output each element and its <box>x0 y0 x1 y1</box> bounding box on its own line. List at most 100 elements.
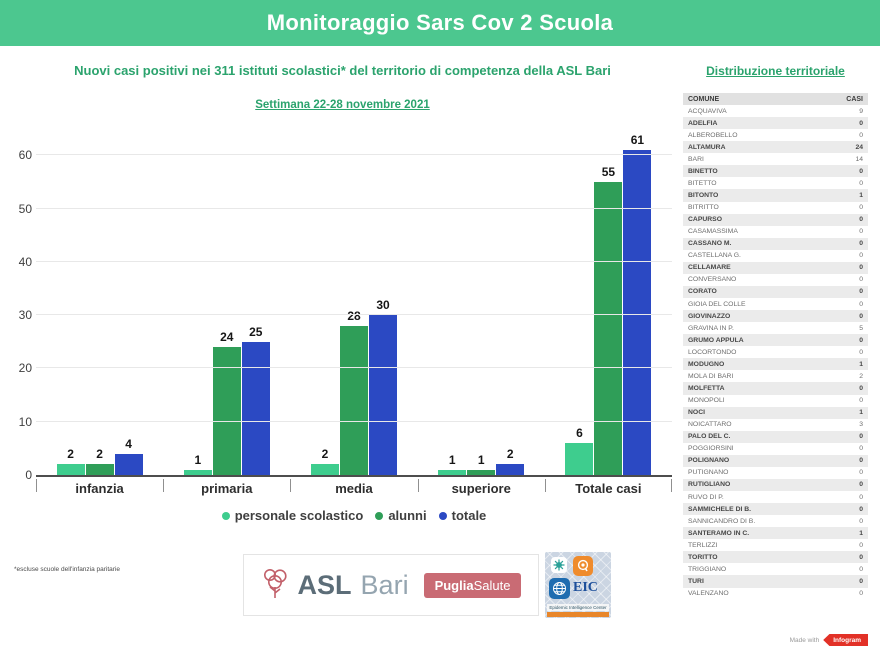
table-row-cassano-m-: CASSANO M. 0 <box>683 237 868 250</box>
table-cell-casi: 0 <box>859 577 863 585</box>
x-axis-tick <box>290 479 292 492</box>
bar-value-label: 55 <box>601 164 616 179</box>
x-axis-tick <box>417 479 419 492</box>
table-row-terlizzi: TERLIZZI 0 <box>683 539 868 552</box>
bar-chart-plot: 2 2 4 1 24 25 2 28 30 1 1 2 6 55 61 0 10 20 30 40 50 60 <box>19 133 672 482</box>
table-cell-comune: BINETTO <box>688 167 718 175</box>
territorial-distribution-link[interactable]: Distribuzione territoriale <box>706 64 845 78</box>
bar-totale-infanzia[interactable]: 4 <box>114 437 143 475</box>
table-cell-casi: 0 <box>859 179 863 187</box>
legend-item-totale[interactable]: totale <box>438 508 487 523</box>
table-cell-comune: GIOVINAZZO <box>688 312 731 320</box>
bar-value-label: 2 <box>506 447 514 462</box>
table-cell-casi: 0 <box>859 384 863 392</box>
bar-value-label: 2 <box>96 447 103 462</box>
table-row-sammichele-di-b-: SAMMICHELE DI B. 0 <box>683 503 868 516</box>
eic-caption: Epidemic Intelligence Center <box>547 604 609 611</box>
table-cell-comune: BITONTO <box>688 191 719 199</box>
bar-value-label: 6 <box>576 426 583 441</box>
bar-personale-scolastico-superiore[interactable]: 1 <box>438 453 467 475</box>
table-cell-comune: ALBEROBELLO <box>688 131 738 139</box>
bar-value-label: 1 <box>194 452 202 467</box>
bar-alunni-infanzia[interactable]: 2 <box>85 447 114 475</box>
x-axis-tick <box>36 479 37 492</box>
table-cell-casi: 9 <box>859 107 863 115</box>
table-row-ruvo-di-p-: RUVO DI P. 0 <box>683 491 868 504</box>
bar-personale-scolastico-totale-casi[interactable]: 6 <box>565 426 594 475</box>
table-row-bitritto: BITRITTO 0 <box>683 201 868 214</box>
table-cell-casi: 0 <box>859 517 863 525</box>
table-cell-comune: SANNICANDRO DI B. <box>688 517 756 525</box>
category-label-media: media <box>335 481 373 496</box>
x-axis: infanzia primaria media superiore Totale cas… <box>36 479 672 503</box>
table-row-mola-di-bari: MOLA DI BARI 2 <box>683 370 868 383</box>
table-cell-comune: CONVERSANO <box>688 276 737 284</box>
bar-alunni-media[interactable]: 28 <box>340 309 368 475</box>
gridline-50 <box>36 207 672 209</box>
bar-totale-superiore[interactable]: 2 <box>496 447 525 475</box>
table-row-triggiano: TRIGGIANO 0 <box>683 563 868 576</box>
bar-value-label: 2 <box>321 447 329 462</box>
bar-totale-totale-casi[interactable]: 61 <box>623 133 652 475</box>
table-cell-casi: 0 <box>859 312 863 320</box>
table-cell-casi: 0 <box>859 481 863 489</box>
table-row-gioia-del-colle: GIOIA DEL COLLE 0 <box>683 298 868 311</box>
table-row-alberobello: ALBEROBELLO 0 <box>683 129 868 142</box>
table-cell-comune: MONOPOLI <box>688 397 725 405</box>
territorial-table: COMUNE CASI ACQUAVIVA 9 ADELFIA 0 ALBEROBELLO 0… <box>683 93 868 600</box>
table-row-grumo-appula: GRUMO APPULA 0 <box>683 334 868 347</box>
table-row-bitetto: BITETTO 0 <box>683 177 868 190</box>
table-cell-comune: SANTERAMO IN C. <box>688 529 750 537</box>
asl-logo-text: ASL <box>297 569 352 600</box>
bar-personale-scolastico-media[interactable]: 2 <box>311 447 339 475</box>
week-label-link[interactable]: Settimana 22-28 novembre 2021 <box>255 99 430 111</box>
table-row-locortondo: LOCORTONDO 0 <box>683 346 868 359</box>
infogram-badge[interactable]: Infogram <box>823 634 868 646</box>
y-axis-label-50: 50 <box>18 201 32 216</box>
legend-label: totale <box>451 508 487 523</box>
table-cell-casi: 0 <box>859 493 863 501</box>
bar-totale-primaria[interactable]: 25 <box>241 325 270 475</box>
gridline-30 <box>36 314 672 316</box>
table-cell-casi: 3 <box>859 421 863 429</box>
bar-totale-media[interactable]: 30 <box>369 298 397 475</box>
table-row-bitonto: BITONTO 1 <box>683 189 868 202</box>
bar-personale-scolastico-primaria[interactable]: 1 <box>183 453 212 475</box>
table-cell-casi: 0 <box>859 433 863 441</box>
bar-alunni-totale-casi[interactable]: 55 <box>594 165 623 475</box>
table-cell-casi: 1 <box>859 360 863 368</box>
tree-icon <box>261 566 289 605</box>
bar-value-label: 1 <box>477 452 485 467</box>
legend-item-personale-scolastico[interactable]: personale scolastico <box>221 508 364 523</box>
table-row-noicattaro: NOICATTARO 3 <box>683 418 868 431</box>
bar-value-label: 2 <box>67 447 74 462</box>
table-cell-comune: TURI <box>688 577 704 585</box>
table-cell-casi: 0 <box>859 457 863 465</box>
table-cell-casi: 0 <box>859 505 863 513</box>
table-row-adelfia: ADELFIA 0 <box>683 117 868 130</box>
table-row-cellamare: CELLAMARE 0 <box>683 261 868 274</box>
table-cell-comune: VALENZANO <box>688 590 729 598</box>
eic-orange-bar <box>547 612 609 617</box>
bar-alunni-primaria[interactable]: 24 <box>212 330 241 475</box>
page-title: Monitoraggio Sars Cov 2 Scuola <box>266 10 614 35</box>
table-row-capurso: CAPURSO 0 <box>683 213 868 226</box>
table-cell-casi: 1 <box>859 529 863 537</box>
y-axis-label-20: 20 <box>18 361 32 376</box>
table-cell-casi: 0 <box>859 167 863 175</box>
legend-label: personale scolastico <box>234 508 364 523</box>
table-row-monopoli: MONOPOLI 0 <box>683 394 868 407</box>
bar-personale-scolastico-infanzia[interactable]: 2 <box>56 447 85 475</box>
table-cell-comune: POGGIORSINI <box>688 445 734 453</box>
table-row-rutigliano: RUTIGLIANO 0 <box>683 478 868 491</box>
gridline-40 <box>36 260 672 262</box>
table-cell-comune: RUVO DI P. <box>688 493 724 501</box>
legend-item-alunni[interactable]: alunni <box>375 508 427 523</box>
chart-legend: personale scolastico alunni totale <box>36 508 672 523</box>
table-cell-comune: LOCORTONDO <box>688 348 737 356</box>
table-cell-comune: CORATO <box>688 288 717 296</box>
y-axis-label-0: 0 <box>25 468 32 482</box>
bar-group-primaria: 1 24 25 <box>163 140 290 475</box>
bar-alunni-superiore[interactable]: 1 <box>467 453 496 475</box>
table-cell-comune: NOCI <box>688 409 705 417</box>
